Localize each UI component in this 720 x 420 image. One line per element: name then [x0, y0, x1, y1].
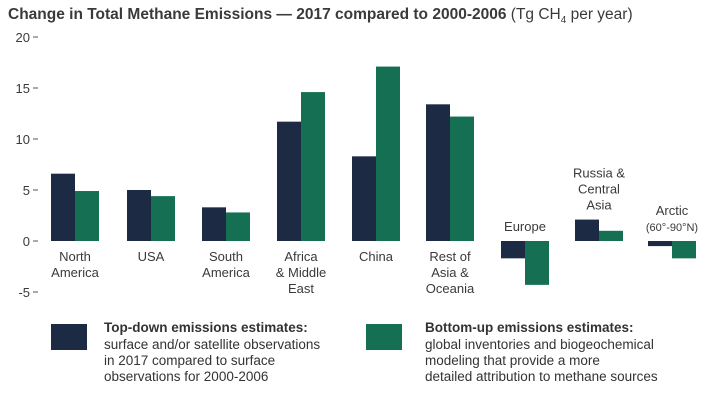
legend-swatch-top-down	[51, 324, 87, 350]
category-label: Asia &	[431, 265, 469, 280]
y-axis: 20 15 10 5 0 -5	[16, 30, 38, 300]
bar-top-down	[575, 219, 599, 241]
y-tick-label: 20	[16, 30, 30, 45]
category-label: South	[209, 249, 243, 264]
chart-title-main: Change in Total Methane Emissions — 2017…	[8, 6, 507, 23]
category-label: & Middle	[276, 265, 327, 280]
category-label: Arctic	[656, 203, 689, 218]
bar-top-down	[202, 207, 226, 241]
bar-top-down	[501, 241, 525, 259]
bar-bottom-up	[151, 196, 175, 241]
category-label: Oceania	[426, 281, 475, 296]
legend-heading-top-down: Top-down emissions estimates:	[104, 320, 308, 335]
y-tick-label: 15	[16, 81, 30, 96]
category-label: North	[59, 249, 91, 264]
bar-bottom-up	[450, 116, 474, 241]
y-tick-label: -5	[18, 285, 30, 300]
category-label: USA	[138, 249, 165, 264]
y-tick-label: 10	[16, 132, 30, 147]
category-label: America	[51, 265, 99, 280]
category-label: Africa	[284, 249, 318, 264]
bar-top-down	[352, 156, 376, 241]
bar-top-down	[51, 173, 75, 241]
y-tick-label: 0	[23, 234, 30, 249]
bar-bottom-up	[599, 230, 623, 241]
chart-title-units: (Tg CH4 per year)	[510, 6, 633, 27]
category-label: East	[288, 281, 314, 296]
legend-desc-bottom-up: global inventories and biogeochemical mo…	[425, 337, 658, 384]
legend-swatch-bottom-up	[366, 324, 402, 350]
bar-top-down	[277, 121, 301, 241]
y-tick-label: 5	[23, 183, 30, 198]
category-label: Central	[578, 182, 620, 197]
chart-title: Change in Total Methane Emissions — 2017…	[8, 6, 633, 26]
bars	[51, 66, 696, 285]
bar-bottom-up	[301, 92, 325, 241]
bar-bottom-up	[75, 191, 99, 241]
category-label: America	[202, 265, 250, 280]
bar-bottom-up	[525, 241, 549, 285]
category-label: Asia	[586, 198, 612, 213]
category-label: Europe	[504, 219, 546, 234]
bar-top-down	[127, 190, 151, 241]
legend-desc-top-down: surface and/or satellite observations in…	[104, 337, 321, 384]
category-label: (60°-90°N)	[646, 222, 698, 234]
bar-bottom-up	[376, 66, 400, 241]
category-label: Rest of	[429, 249, 471, 264]
legend-heading-bottom-up: Bottom-up emissions estimates:	[425, 320, 634, 335]
bar-top-down	[648, 241, 672, 247]
category-label: Russia &	[573, 166, 625, 181]
bar-top-down	[426, 104, 450, 241]
bar-bottom-up	[226, 212, 250, 241]
bar-bottom-up	[672, 241, 696, 259]
category-label: China	[359, 249, 394, 264]
